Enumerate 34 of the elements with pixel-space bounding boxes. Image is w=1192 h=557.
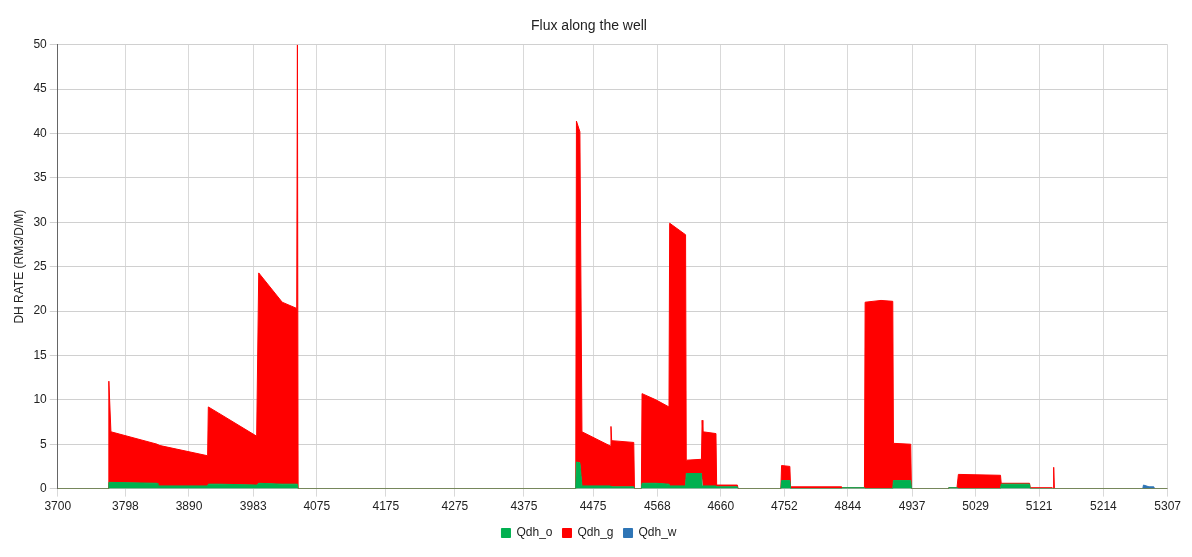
x-tick-label: 5029 [962,499,990,514]
y-tick-label: 20 [33,303,48,318]
y-tick-label: 5 [40,436,48,451]
y-tick-label: 10 [33,392,48,407]
x-tick-label: 4175 [372,499,400,514]
legend-label: Qdh_w [638,525,677,540]
x-tick-label: 4375 [510,499,538,514]
y-tick-label: 40 [33,125,48,140]
x-tick-label: 3700 [44,499,72,514]
x-tick-label: 4275 [441,499,469,514]
x-tick-label: 4075 [303,499,331,514]
x-tick-label: 4568 [643,499,671,514]
x-tick-label: 4475 [579,499,607,514]
x-tick-label: 5307 [1154,499,1182,514]
y-tick-label: 0 [40,480,48,495]
x-tick-label: 5214 [1090,499,1118,514]
x-tick-label: 4752 [770,499,798,514]
legend-label: Qdh_g [577,525,614,540]
y-tick-label: 35 [33,170,48,185]
y-tick-label: 45 [33,81,48,96]
x-tick-label: 5121 [1025,499,1053,514]
x-tick-label: 3890 [175,499,203,514]
legend-label: Qdh_o [516,525,553,540]
x-tick-label: 3798 [112,499,140,514]
y-tick-label: 25 [33,259,48,274]
y-tick-label: 30 [33,214,48,229]
x-tick-label: 4660 [707,499,735,514]
chart-title: Flux along the well [531,17,647,34]
y-tick-label: 15 [33,347,48,362]
y-axis-title: DH RATE (RM3/D/M) [11,209,26,324]
x-tick-label: 4844 [834,499,862,514]
x-tick-label: 3983 [239,499,267,514]
y-tick-label: 50 [33,37,48,52]
x-tick-label: 4937 [898,499,926,514]
